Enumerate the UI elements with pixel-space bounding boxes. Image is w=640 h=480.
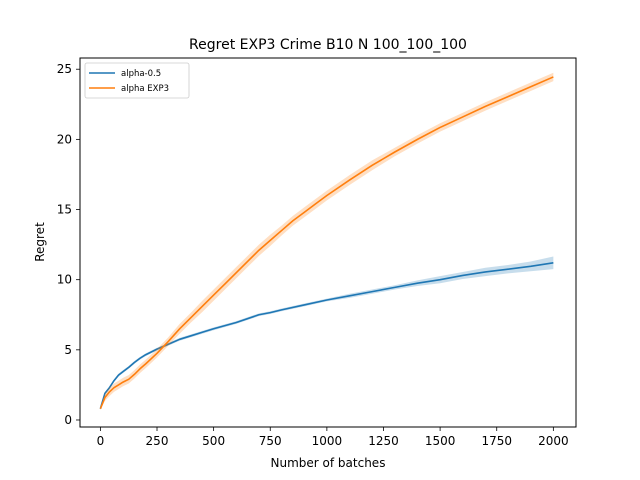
y-tick-label-1: 5 [64,343,72,357]
x-tick-label-4: 1000 [312,434,343,448]
y-tick-label-2: 10 [57,273,72,287]
legend-label-1: alpha EXP3 [121,84,169,94]
x-tick-label-5: 1250 [368,434,399,448]
y-tick-label-0: 0 [64,413,72,427]
x-tick-label-6: 1500 [425,434,456,448]
y-tick-label-5: 25 [57,62,72,76]
series-0-confidence-band [100,256,554,410]
y-axis: 0 5 10 15 20 25 [57,62,80,427]
y-axis-label: Regret [33,222,47,262]
x-axis: 0 250 500 750 1000 1250 1500 1750 2000 [97,427,569,448]
x-tick-label-1: 250 [146,434,169,448]
legend: alpha-0.5 alpha EXP3 [84,62,190,99]
legend-box [84,62,190,99]
series-1-line [99,76,554,410]
x-axis-label: Number of batches [271,456,386,470]
x-tick-label-3: 750 [259,434,282,448]
chart-title: Regret EXP3 Crime B10 N 100_100_100 [189,37,467,53]
series-0-line [99,262,554,409]
x-tick-label-2: 500 [202,434,225,448]
plot-area [99,72,554,411]
x-tick-label-8: 2000 [538,434,569,448]
legend-label-0: alpha-0.5 [121,69,161,79]
x-tick-label-0: 0 [97,434,105,448]
x-tick-label-7: 1750 [481,434,512,448]
y-tick-label-4: 20 [57,132,72,146]
y-tick-label-3: 15 [57,203,72,217]
axes-frame [79,57,577,428]
